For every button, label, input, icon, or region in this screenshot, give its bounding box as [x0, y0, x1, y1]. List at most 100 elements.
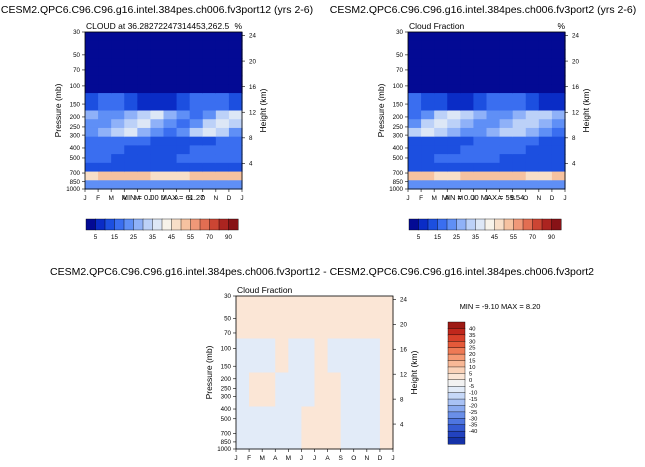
y-tick-label: 50 [396, 52, 403, 59]
heatmap-cell [111, 127, 125, 138]
heatmap-cell [150, 180, 165, 190]
heatmap-cell [314, 321, 329, 331]
heatmap-cell [137, 162, 152, 173]
heatmap-cell [486, 162, 501, 173]
y-tick-label: 700 [221, 431, 232, 438]
y-tick-label: 100 [393, 83, 404, 90]
heatmap-cell [473, 66, 488, 77]
heatmap-cell [137, 101, 152, 112]
heatmap-cell [275, 313, 289, 323]
x-tick-label: M [108, 195, 113, 202]
x-tick-label: J [313, 455, 316, 462]
heatmap-cell [551, 58, 566, 68]
heatmap-cell [327, 389, 342, 399]
heatmap-cell [353, 415, 368, 425]
heatmap-cell [124, 93, 138, 103]
heatmap-cell [525, 136, 540, 146]
x-tick-label: M [286, 455, 291, 462]
heatmap-cell [447, 127, 461, 138]
heatmap-cell [85, 75, 99, 85]
colorbar-swatch [161, 218, 173, 231]
heatmap-cell [525, 93, 540, 103]
colorbar-label: 5 [469, 371, 472, 377]
heatmap-cell [486, 171, 501, 181]
colorbar-label: 90 [225, 234, 232, 241]
x-tick-label: S [338, 455, 343, 462]
y-tick-label: 100 [221, 346, 232, 353]
heatmap-cell [408, 49, 422, 59]
chart-panel-1: CESM2.QPC6.C96.C96.g16.intel.384pes.ch00… [1, 4, 313, 241]
heatmap-cell [473, 58, 488, 68]
heatmap-cell [150, 84, 165, 94]
heatmap-cell [538, 32, 553, 42]
y-tick-label: 200 [221, 376, 232, 383]
heatmap-cell [499, 58, 514, 68]
heatmap-cell [408, 171, 422, 181]
y-tick-label: 70 [224, 330, 231, 337]
heatmap-cell [327, 423, 342, 433]
height-tick-label: 8 [249, 135, 253, 142]
heatmap-cell [314, 313, 329, 323]
heatmap-cell [202, 66, 217, 77]
heatmap-cell [434, 49, 448, 59]
chart-panel-2: CESM2.QPC6.C96.C96.g16.intel.384pes.ch00… [330, 4, 636, 241]
heatmap-cell [512, 66, 527, 77]
colorbar-label: 30 [469, 339, 475, 345]
heatmap-cell [215, 171, 230, 181]
heatmap-cell [460, 162, 475, 173]
heatmap-cell [366, 355, 381, 365]
heatmap-cell [301, 330, 316, 340]
heatmap-cell [538, 58, 553, 68]
colorbar-swatch [427, 218, 439, 231]
y-tick-label: 850 [221, 439, 232, 446]
heatmap-cell [189, 180, 204, 190]
heatmap-cell [434, 127, 448, 138]
heatmap-cell [288, 321, 303, 331]
heatmap-cell [163, 84, 178, 94]
heatmap-cell [434, 93, 448, 103]
heatmap-cell [176, 40, 191, 51]
heatmap-cell [340, 347, 355, 357]
heatmap-cell [189, 93, 204, 103]
heatmap-cell [111, 32, 125, 42]
heatmap-cell [163, 119, 178, 129]
chart-title: CESM2.QPC6.C96.C96.g16.intel.384pes.ch00… [1, 4, 313, 16]
heatmap-cell [202, 162, 217, 173]
heatmap-cell [202, 119, 217, 129]
heatmap-cell [202, 49, 217, 59]
heatmap-cell [486, 127, 501, 138]
heatmap-cell [150, 32, 165, 42]
heatmap-cell [525, 154, 540, 164]
heatmap-cell [379, 389, 394, 399]
heatmap-cell [408, 110, 422, 120]
heatmap-cell [447, 171, 461, 181]
heatmap-cell [150, 145, 165, 155]
colorbar-label: 0 [469, 378, 472, 384]
heatmap-cell [551, 136, 566, 146]
heatmap-cell [85, 93, 99, 103]
heatmap-cell [202, 32, 217, 42]
heatmap-cell [366, 423, 381, 433]
heatmap-cell [150, 154, 165, 164]
heatmap-cell [551, 162, 566, 173]
heatmap-cell [275, 432, 289, 442]
heatmap-cell [124, 145, 138, 155]
heatmap-cell [275, 415, 289, 425]
heatmap-cell [301, 338, 316, 348]
heatmap-cell [262, 440, 276, 450]
heatmap-cell [249, 440, 263, 450]
heatmap-cell [434, 145, 448, 155]
heatmap-cell [176, 119, 191, 129]
y-tick-label: 400 [221, 406, 232, 413]
heatmap-cell [137, 75, 152, 85]
heatmap-cell [85, 119, 99, 129]
heatmap-cell [473, 180, 488, 190]
heatmap-cell [486, 180, 501, 190]
heatmap-cell [249, 415, 263, 425]
heatmap-cell [340, 338, 355, 348]
heatmap-cell [525, 110, 540, 120]
colorbar-label: -15 [469, 397, 477, 403]
heatmap-cell [288, 432, 303, 442]
heatmap-cell [421, 162, 435, 173]
heatmap-cell [408, 66, 422, 77]
